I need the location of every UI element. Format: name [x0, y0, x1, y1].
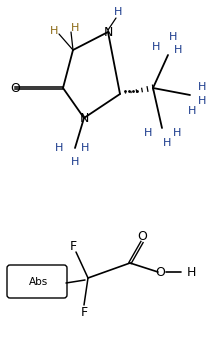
Text: H: H: [163, 138, 171, 148]
Text: O: O: [155, 266, 165, 279]
Text: O: O: [10, 81, 20, 94]
Text: Abs: Abs: [29, 277, 49, 287]
Text: F: F: [70, 240, 77, 253]
Text: H: H: [152, 42, 160, 52]
FancyBboxPatch shape: [7, 265, 67, 298]
Text: H: H: [174, 45, 182, 55]
Text: F: F: [80, 306, 88, 318]
Text: H: H: [198, 82, 206, 92]
Text: H: H: [186, 266, 196, 279]
Text: H: H: [81, 143, 89, 153]
Text: H: H: [114, 7, 122, 17]
Text: H: H: [71, 157, 79, 167]
Text: H: H: [55, 143, 63, 153]
Text: H: H: [50, 26, 58, 36]
Text: H: H: [198, 96, 206, 106]
Text: N: N: [103, 26, 113, 39]
Text: H: H: [173, 128, 181, 138]
Text: O: O: [137, 229, 147, 242]
Text: H: H: [71, 23, 79, 33]
Text: H: H: [188, 106, 196, 116]
Text: H: H: [144, 128, 152, 138]
Text: H: H: [169, 32, 177, 42]
Text: N: N: [79, 112, 89, 124]
